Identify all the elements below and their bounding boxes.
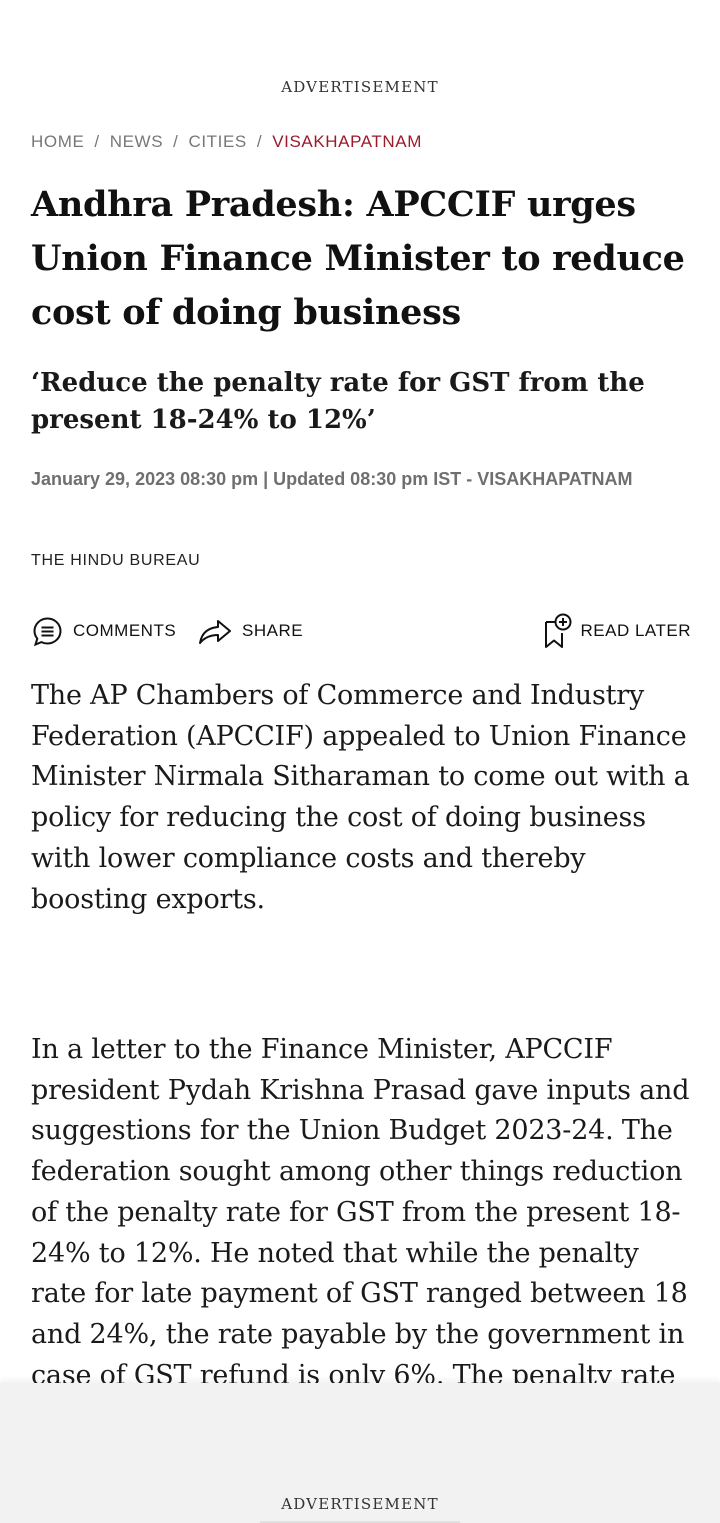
comment-bubble-icon bbox=[31, 615, 64, 648]
comments-label: COMMENTS bbox=[73, 621, 177, 640]
banner-divider bbox=[260, 1521, 460, 1523]
breadcrumb: HOME / NEWS / CITIES / VISAKHAPATNAM bbox=[31, 132, 422, 152]
comments-button[interactable]: COMMENTS bbox=[31, 612, 176, 650]
bottom-advertisement-banner[interactable]: ADVERTISEMENT bbox=[0, 1383, 720, 1523]
breadcrumb-home[interactable]: HOME bbox=[31, 132, 85, 151]
advertisement-label: ADVERTISEMENT bbox=[281, 78, 439, 96]
advertisement-label: ADVERTISEMENT bbox=[281, 1495, 439, 1513]
breadcrumb-separator: / bbox=[94, 132, 100, 151]
share-arrow-icon bbox=[197, 616, 233, 646]
share-button[interactable]: SHARE bbox=[197, 612, 303, 650]
article-paragraph: The AP Chambers of Commerce and Industry… bbox=[31, 680, 690, 915]
article-subheadline: ‘Reduce the penalty rate for GST from th… bbox=[31, 368, 645, 435]
article-dateline: January 29, 2023 08:30 pm | Updated 08:3… bbox=[31, 469, 633, 489]
breadcrumb-visakhapatnam[interactable]: VISAKHAPATNAM bbox=[272, 132, 422, 151]
article-paragraph: In a letter to the Finance Minister, APC… bbox=[31, 1034, 690, 1431]
breadcrumb-separator: / bbox=[173, 132, 179, 151]
breadcrumb-cities[interactable]: CITIES bbox=[188, 132, 247, 151]
read-later-button[interactable]: READ LATER bbox=[542, 612, 692, 650]
article-headline: Andhra Pradesh: APCCIF urges Union Finan… bbox=[31, 184, 685, 333]
bookmark-plus-icon bbox=[542, 612, 572, 650]
breadcrumb-news[interactable]: NEWS bbox=[109, 132, 164, 151]
share-label: SHARE bbox=[242, 621, 304, 640]
article-actions: COMMENTS SHARE READ LATER bbox=[31, 612, 691, 650]
breadcrumb-separator: / bbox=[256, 132, 263, 151]
read-later-label: READ LATER bbox=[580, 621, 691, 640]
article-byline[interactable]: THE HINDU BUREAU bbox=[31, 552, 201, 569]
